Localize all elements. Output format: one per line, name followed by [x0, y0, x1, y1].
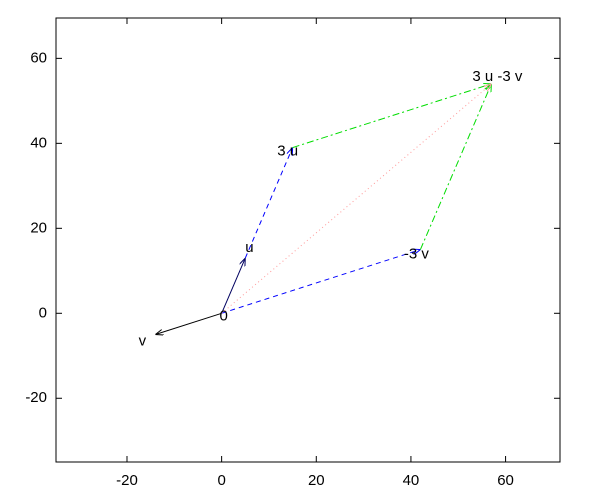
x-tick-label: -20 [116, 472, 138, 489]
point-label: 3 u [277, 143, 298, 160]
x-tick-label: 40 [403, 472, 420, 489]
vector [155, 312, 222, 334]
vector [419, 84, 491, 250]
vector [221, 250, 421, 314]
y-tick-label: 0 [39, 304, 47, 321]
y-tick-label: 60 [30, 49, 47, 66]
y-tick-label: 20 [30, 219, 47, 236]
y-tick-label: -20 [25, 389, 47, 406]
point-label: u [245, 239, 253, 256]
x-tick-label: 60 [497, 472, 514, 489]
vector [292, 84, 492, 149]
point-label: v [139, 333, 147, 350]
point-label: 0 [219, 307, 227, 324]
vector [221, 84, 492, 314]
vector [221, 258, 246, 314]
point-label: -3 v [404, 246, 430, 263]
y-tick-label: 40 [30, 134, 47, 151]
x-tick-label: 20 [308, 472, 325, 489]
plot-frame [55, 17, 561, 463]
point-label: 3 u -3 v [472, 68, 523, 85]
vector [244, 148, 292, 259]
x-tick-label: 0 [217, 472, 225, 489]
